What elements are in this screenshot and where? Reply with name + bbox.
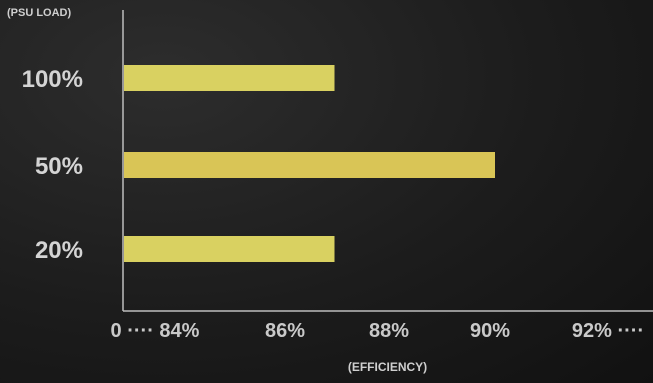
x-axis-title: (EFFICIENCY) — [347, 360, 428, 374]
bar-50pct — [124, 152, 495, 178]
category-label: 50% — [35, 153, 83, 180]
bar-100pct — [124, 65, 335, 91]
x-tick-label: 0 ···· 84% — [111, 320, 200, 342]
x-tick-label: 90% — [470, 320, 510, 342]
x-tick-label: 86% — [265, 320, 305, 342]
x-tick-labels: 0 ···· 84% 86% 88% 90% 92% ···· — [111, 320, 645, 342]
y-axis-title: (PSU LOAD) — [7, 7, 72, 19]
x-tick-label: 88% — [369, 320, 409, 342]
x-tick-label: 92% ···· — [572, 320, 644, 342]
category-label: 20% — [35, 237, 83, 264]
chart-axes — [122, 10, 653, 312]
bar-20pct — [124, 236, 335, 262]
category-labels: 100% 50% 20% — [22, 66, 83, 264]
category-label: 100% — [22, 66, 83, 93]
bars-group — [124, 65, 495, 262]
